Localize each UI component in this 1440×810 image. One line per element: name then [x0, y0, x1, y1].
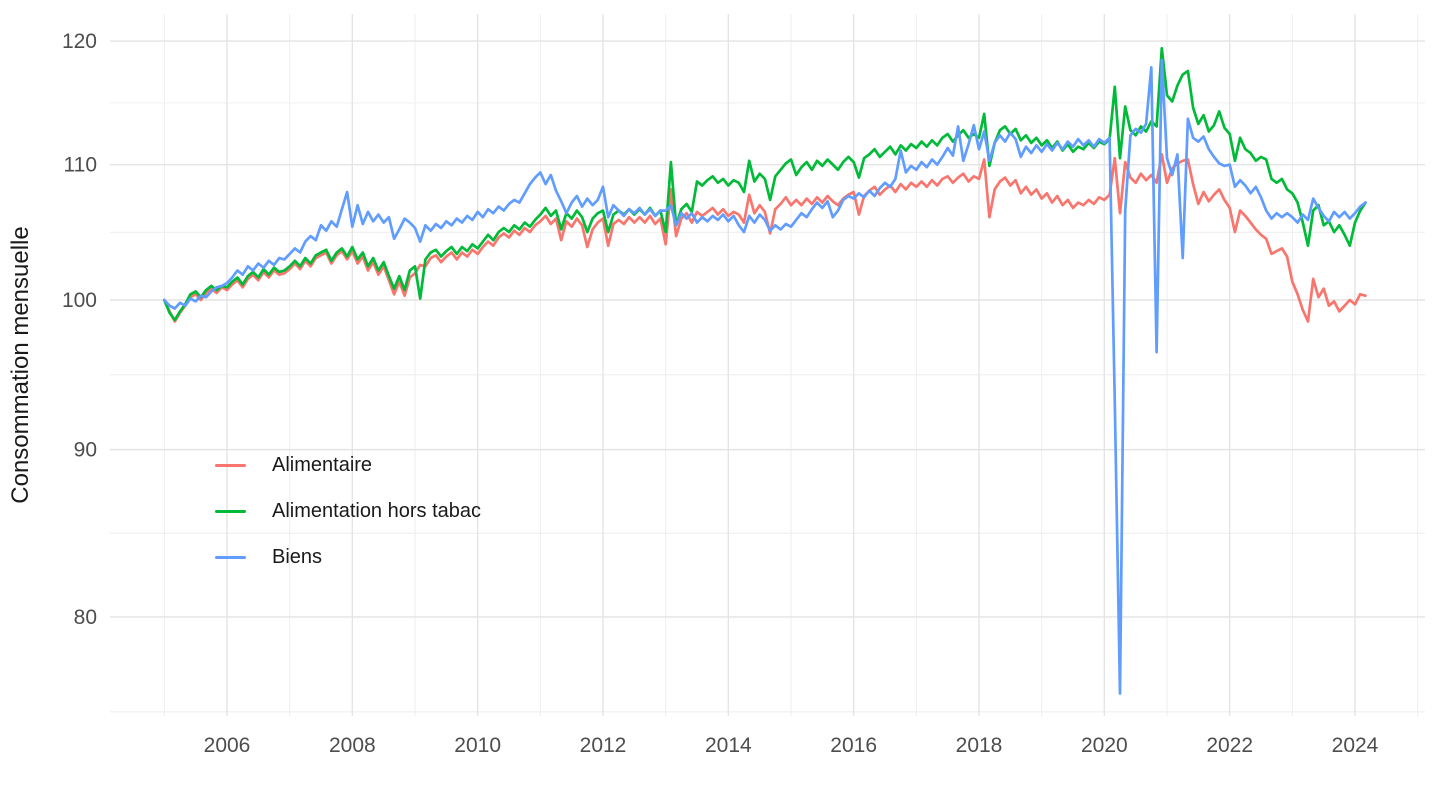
legend-key-biens: [215, 555, 246, 559]
x-axis-tick-label: 2022: [1206, 734, 1253, 757]
legend-key-alimentaire: [215, 463, 246, 467]
alimentation-hors-tabac-line: [162, 46, 1367, 322]
x-axis-tick-label: 2020: [1081, 734, 1128, 757]
x-axis-tick-label: 2016: [830, 734, 877, 757]
x-axis-tick-label: 2024: [1332, 734, 1379, 757]
legend-key-alimentation-hors-tabac: [215, 509, 246, 513]
legend-item-alimentaire: Alimentaire: [215, 454, 481, 476]
legend-label-biens: Biens: [272, 546, 323, 568]
alimentaire-line: [162, 153, 1367, 323]
y-axis-title: Consommation mensuelle: [7, 226, 34, 503]
legend-label-alimentaire: Alimentaire: [272, 454, 373, 476]
legend-item-biens: Biens: [215, 546, 481, 568]
legend: Alimentaire Alimentation hors tabac Bien…: [215, 454, 481, 568]
biens-line: [162, 58, 1367, 695]
x-axis-tick-label: 2012: [580, 734, 627, 757]
y-axis-tick-label: 80: [74, 606, 97, 629]
y-axis-tick-label: 90: [74, 439, 97, 462]
x-axis-tick-label: 2008: [329, 734, 376, 757]
legend-item-alimentation-hors-tabac: Alimentation hors tabac: [215, 500, 481, 522]
legend-label-alimentation-hors-tabac: Alimentation hors tabac: [272, 500, 482, 522]
y-axis-tick-label: 100: [62, 289, 97, 312]
x-axis-tick-label: 2018: [956, 734, 1003, 757]
x-axis-tick-label: 2006: [204, 734, 251, 757]
x-axis-tick-label: 2014: [705, 734, 752, 757]
x-axis-tick-label: 2010: [454, 734, 501, 757]
y-axis-tick-label: 110: [64, 154, 97, 177]
y-axis-tick-label: 120: [62, 30, 97, 53]
